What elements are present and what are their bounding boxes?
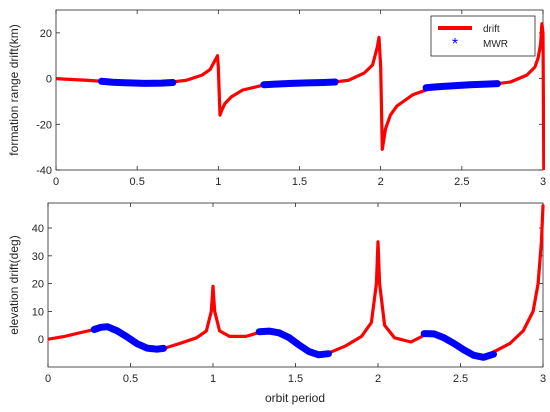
series-band-mwr [260,78,339,89]
y-tick-label: 10 [32,306,44,318]
y-tick-label: 40 [32,223,44,235]
legend-mwr-marker: * [452,36,458,53]
series-band-mwr [420,330,497,361]
top-panel: 0 0.5 1 1.5 2 2.5 3 -40 -20 0 20 formation range … [7,9,546,188]
y-tick-label: 20 [32,279,44,291]
x-tick-label: 1 [210,373,216,385]
top-series [56,22,545,170]
x-tick-label: 0 [45,373,51,385]
y-tick-label: -20 [36,119,52,131]
series-band-mwr [255,327,332,359]
x-tick-label: 2 [378,176,384,188]
x-tick-label: 0.5 [123,373,138,385]
legend-box [430,15,536,57]
x-tick-label: 2 [375,373,381,385]
x-tick-label: 1.5 [292,176,307,188]
legend-drift-label: drift [483,24,500,35]
x-tick-label: 3 [540,373,546,385]
x-tick-label: 3 [540,176,546,188]
bottom-x-axis-label: orbit period [265,391,325,405]
x-tick-label: 1.5 [288,373,303,385]
y-tick-label: -40 [36,165,52,177]
series-band-mwr [90,323,167,353]
legend-mwr-label: MWR [483,39,508,50]
y-tick-label: 20 [40,28,52,40]
y-tick-label: 30 [32,251,44,263]
x-tick-label: 0 [53,176,59,188]
x-tick-label: 0.5 [130,176,145,188]
bottom-x-ticks: 0 0.5 1 1.5 2 2.5 3 [45,203,546,385]
bottom-panel: 0 0.5 1 1.5 2 2.5 3 0 10 20 30 40 elevation drift(… [7,202,546,405]
x-tick-label: 2.5 [454,176,469,188]
y-tick-label: 0 [38,334,44,346]
bottom-series [48,204,545,361]
series-band-mwr [422,80,501,92]
y-tick-label: 0 [46,74,52,86]
top-y-ticks: -40 -20 0 20 [36,28,543,177]
top-y-axis-label: formation range drift(km) [7,24,21,155]
x-tick-label: 1 [215,176,221,188]
x-tick-label: 2.5 [453,373,468,385]
series-band-mwr [98,77,177,87]
bottom-y-axis-label: elevation drift(deg) [7,235,21,334]
top-legend: drift * MWR [430,15,536,57]
bottom-y-ticks: 0 10 20 30 40 [32,223,543,346]
